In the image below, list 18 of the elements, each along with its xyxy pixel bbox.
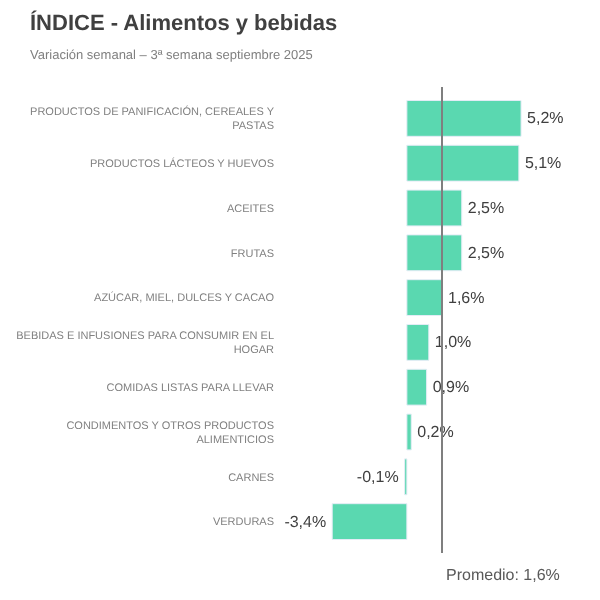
bar: [406, 189, 463, 227]
bar: [331, 503, 408, 541]
bar: [406, 323, 430, 361]
data-label: 2,5%: [467, 199, 505, 217]
data-label: 5,2%: [527, 109, 564, 128]
bar: [406, 279, 443, 317]
data-label: 5,1%: [524, 154, 562, 173]
chart-title: ÍNDICE - Alimentos y bebidas: [30, 10, 338, 36]
data-label: 2,5%: [467, 243, 505, 262]
ref-line-label: Promedio: 1,6%: [446, 566, 560, 584]
bar: [406, 144, 520, 182]
data-label: -3,4%: [284, 512, 327, 531]
data-label: 1,6%: [448, 288, 485, 307]
bar: [406, 413, 412, 451]
data-label: -0,1%: [356, 467, 399, 486]
bar: [406, 234, 463, 272]
bar: [406, 99, 522, 137]
bar: [406, 368, 428, 406]
